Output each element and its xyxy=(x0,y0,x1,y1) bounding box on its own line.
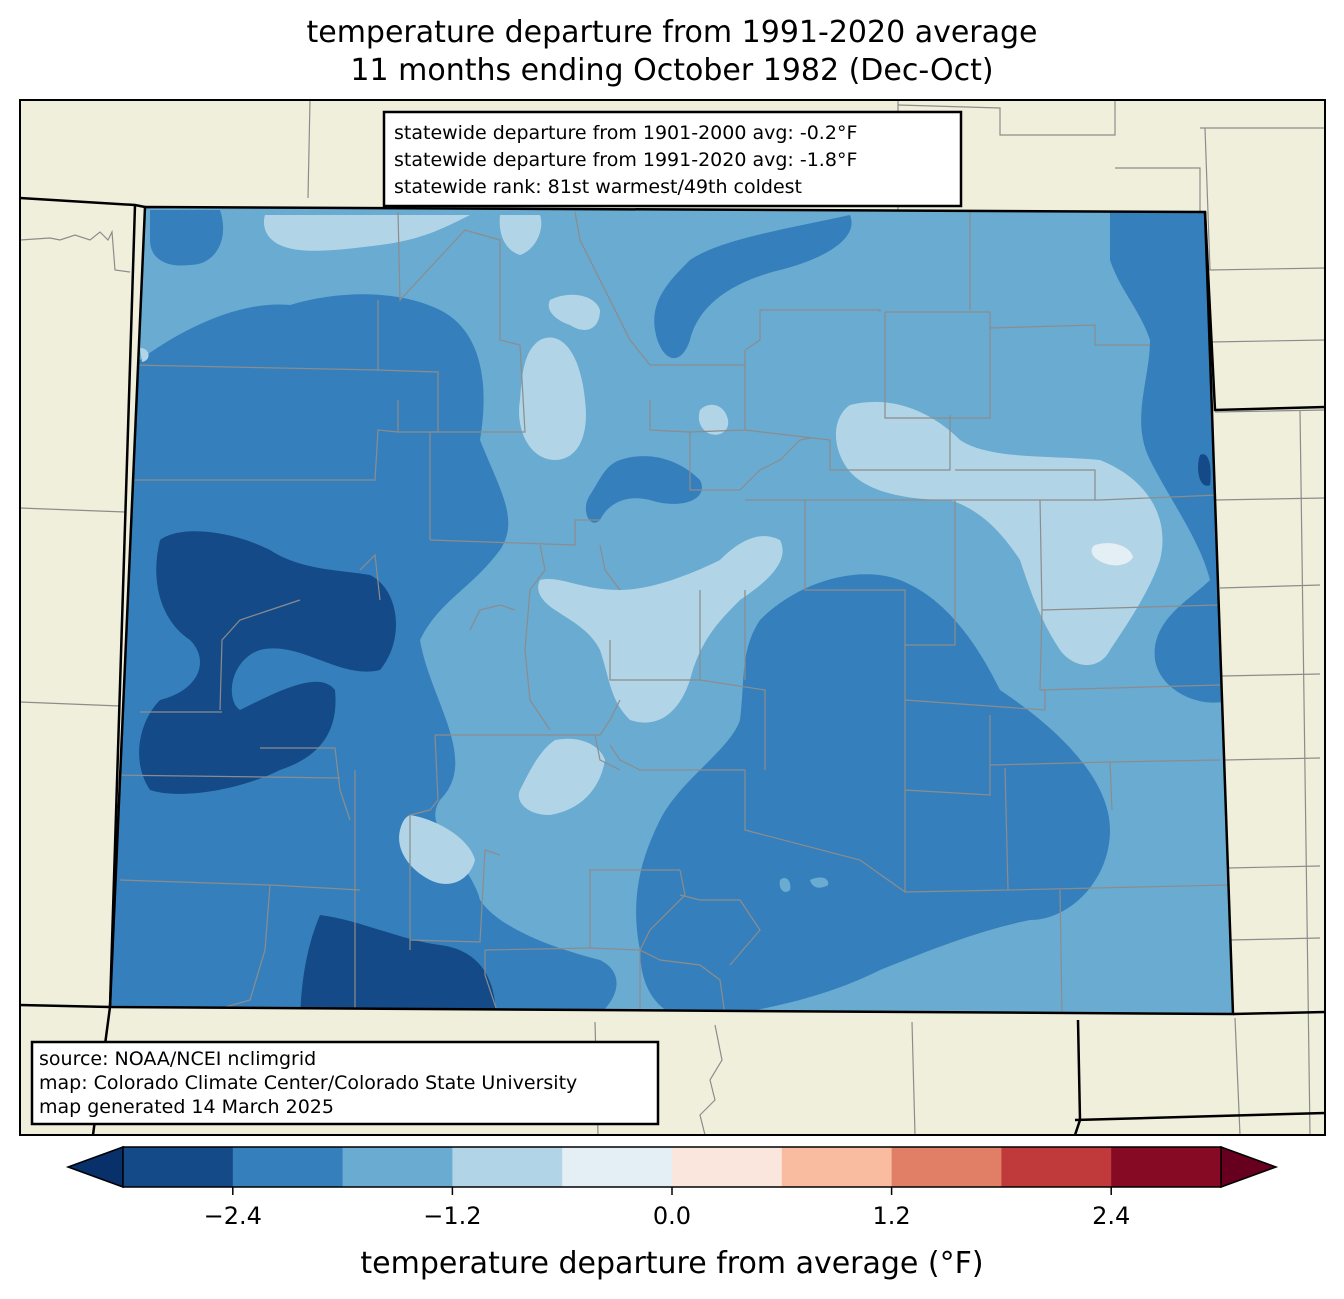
stats-line2: statewide departure from 1991-2020 avg: … xyxy=(394,149,857,171)
colorbar-label: temperature departure from average (°F) xyxy=(360,1246,983,1281)
colorbar-tick-label: 2.4 xyxy=(1092,1202,1130,1230)
source-box: source: NOAA/NCEI nclimgrid map: Colorad… xyxy=(30,1040,660,1126)
stats-line1: statewide departure from 1901-2000 avg: … xyxy=(394,122,857,144)
map-title-line2: 11 months ending October 1982 (Dec-Oct) xyxy=(350,53,994,88)
stats-box: statewide departure from 1901-2000 avg: … xyxy=(382,110,963,208)
colorbar-bin xyxy=(562,1147,673,1187)
colorbar-bin xyxy=(232,1147,344,1187)
colorbar-bin xyxy=(781,1147,893,1187)
county-lines xyxy=(110,211,1229,1014)
colorbar-tick-label: −1.2 xyxy=(423,1202,481,1230)
colorbar-bin xyxy=(672,1147,783,1187)
colorbar-bin xyxy=(123,1147,234,1187)
stats-line3: statewide rank: 81st warmest/49th coldes… xyxy=(394,176,802,198)
colorbar-bin xyxy=(891,1147,1002,1187)
colorbar-extend-high xyxy=(1220,1145,1279,1189)
map-title-line1: temperature departure from 1991-2020 ave… xyxy=(306,15,1038,50)
colorbar-tick-label: 0.0 xyxy=(653,1202,691,1230)
colorbar-extend-low xyxy=(65,1145,124,1189)
source-line3: map generated 14 March 2025 xyxy=(39,1096,334,1118)
map-frame xyxy=(19,99,1326,1136)
source-line1: source: NOAA/NCEI nclimgrid xyxy=(39,1048,316,1070)
colorbar-bin xyxy=(1111,1147,1222,1187)
source-line2: map: Colorado Climate Center/Colorado St… xyxy=(39,1072,577,1094)
colorbar-tick-label: −2.4 xyxy=(204,1202,262,1230)
colorbar: −2.4 −1.2 0.0 1.2 2.4 xyxy=(65,1145,1279,1230)
colorbar-tick-label: 1.2 xyxy=(873,1202,911,1230)
colorbar-bin xyxy=(342,1147,453,1187)
colorado-temperature-field xyxy=(110,207,1233,1014)
colorbar-bin xyxy=(452,1147,563,1187)
colorbar-bin xyxy=(1001,1147,1112,1187)
